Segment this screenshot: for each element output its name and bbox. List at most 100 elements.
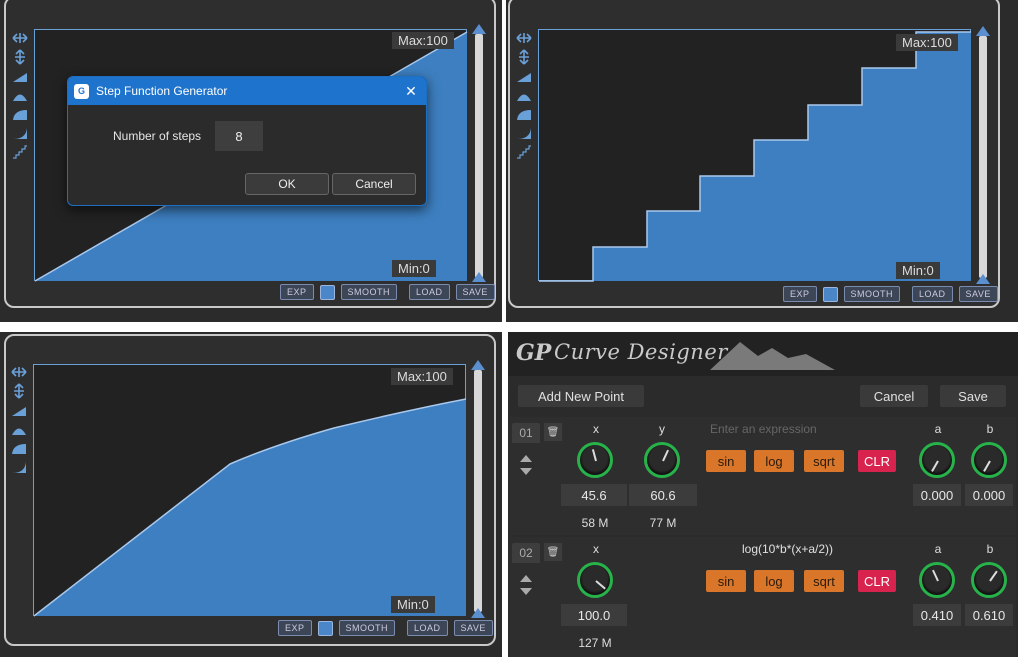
slider-bottom-cap[interactable] [471,608,485,618]
curve-designer-header: GP Curve Designer [508,332,1018,376]
vertical-slider[interactable] [475,34,483,278]
sin-button[interactable]: sin [706,450,746,472]
trash-icon[interactable]: 🗑 [544,423,562,441]
vertical-slider[interactable] [474,370,482,612]
horizontal-resize-icon[interactable] [515,28,533,47]
arc-curve-icon[interactable] [10,419,28,438]
move-up-icon[interactable] [520,455,532,462]
x-knob[interactable] [577,562,613,598]
y-value[interactable]: 60.6 [629,484,697,506]
editor-button-row: EXP SMOOTH LOAD SAVE [278,620,493,636]
log-button[interactable]: log [754,450,794,472]
column-header-b: b [986,422,994,436]
curve-plot[interactable] [33,364,467,617]
vertical-slider[interactable] [979,36,987,278]
cancel-button[interactable]: Cancel [332,173,416,195]
log-button[interactable]: log [754,570,794,592]
slider-top-cap[interactable] [471,360,485,370]
log-curve-icon[interactable] [10,438,28,457]
app-logo-icon: G [74,83,89,99]
reorder-arrows[interactable] [520,575,534,595]
curve-editor-panel-1: Max:100 Min:0 EXP SMOOTH LOAD SAVE G Ste… [0,0,502,322]
toggle-square[interactable] [317,620,333,636]
horizontal-resize-icon[interactable] [11,28,29,47]
exp-button[interactable]: EXP [280,284,314,300]
expression-input[interactable]: log(10*b*(x+a/2)) [742,542,834,556]
a-value[interactable]: 0.410 [913,604,961,626]
arc-curve-icon[interactable] [11,85,29,104]
a-value[interactable]: 0.000 [913,484,961,506]
column-header-a: a [934,542,942,556]
save-button[interactable]: SAVE [455,284,495,300]
trash-icon[interactable]: 🗑 [544,543,562,561]
arc-curve-icon[interactable] [515,85,533,104]
linear-ramp-icon[interactable] [11,66,29,85]
x-value[interactable]: 45.6 [561,484,627,506]
linear-ramp-icon[interactable] [10,400,28,419]
column-header-y: y [659,422,665,436]
save-button[interactable]: Save [940,385,1006,407]
a-knob[interactable] [919,562,955,598]
vertical-resize-icon[interactable] [10,381,28,400]
slider-top-cap[interactable] [976,26,990,36]
y-knob[interactable] [644,442,680,478]
slider-bottom-cap[interactable] [976,274,990,284]
row-index: 02 [512,543,540,563]
exp-button[interactable]: EXP [278,620,312,636]
b-knob[interactable] [971,562,1007,598]
horizontal-resize-icon[interactable] [10,362,28,381]
point-row: 02 🗑 x log(10*b*(x+a/2)) a b sin log sqr… [510,537,1016,657]
b-value[interactable]: 0.610 [965,604,1013,626]
exp-button[interactable]: EXP [783,286,817,302]
steps-input[interactable]: 8 [215,121,264,151]
b-value[interactable]: 0.000 [965,484,1013,506]
b-knob[interactable] [971,442,1007,478]
slider-bottom-cap[interactable] [472,272,486,282]
load-button[interactable]: LOAD [407,620,448,636]
save-button[interactable]: SAVE [453,620,493,636]
add-new-point-button[interactable]: Add New Point [518,385,644,407]
x-midi-value: 58 M [581,516,609,530]
exp-curve-icon[interactable] [11,123,29,142]
tool-strip [9,28,31,161]
vertical-resize-icon[interactable] [11,47,29,66]
move-up-icon[interactable] [520,575,532,582]
load-button[interactable]: LOAD [409,284,450,300]
step-function-icon[interactable] [515,142,533,161]
toggle-square[interactable] [319,284,335,300]
reorder-arrows[interactable] [520,455,534,475]
save-button[interactable]: SAVE [958,286,998,302]
x-value[interactable]: 100.0 [561,604,627,626]
tool-strip [513,28,535,161]
clear-button[interactable]: CLR [858,570,896,592]
exp-curve-icon[interactable] [10,457,28,476]
smooth-button[interactable]: SMOOTH [340,284,398,300]
point-row: 01 🗑 x y Enter an expression a b sin log… [510,417,1016,535]
log-curve-icon[interactable] [11,104,29,123]
sqrt-button[interactable]: sqrt [804,450,844,472]
move-down-icon[interactable] [520,588,532,595]
ok-button[interactable]: OK [245,173,329,195]
toggle-square[interactable] [822,286,838,302]
gp-logo-icon: GP [516,340,552,366]
move-down-icon[interactable] [520,468,532,475]
expression-input[interactable]: Enter an expression [710,422,817,436]
smooth-button[interactable]: SMOOTH [338,620,396,636]
clear-button[interactable]: CLR [858,450,896,472]
cancel-button[interactable]: Cancel [860,385,928,407]
log-curve-icon[interactable] [515,104,533,123]
vertical-resize-icon[interactable] [515,47,533,66]
sqrt-button[interactable]: sqrt [804,570,844,592]
exp-curve-icon[interactable] [515,123,533,142]
column-header-x: x [593,422,599,436]
step-function-icon[interactable] [11,142,29,161]
x-knob[interactable] [577,442,613,478]
close-icon[interactable]: ✕ [405,82,417,99]
smooth-button[interactable]: SMOOTH [843,286,901,302]
curve-plot[interactable] [538,29,971,282]
linear-ramp-icon[interactable] [515,66,533,85]
slider-top-cap[interactable] [472,24,486,34]
a-knob[interactable] [919,442,955,478]
load-button[interactable]: LOAD [912,286,953,302]
sin-button[interactable]: sin [706,570,746,592]
